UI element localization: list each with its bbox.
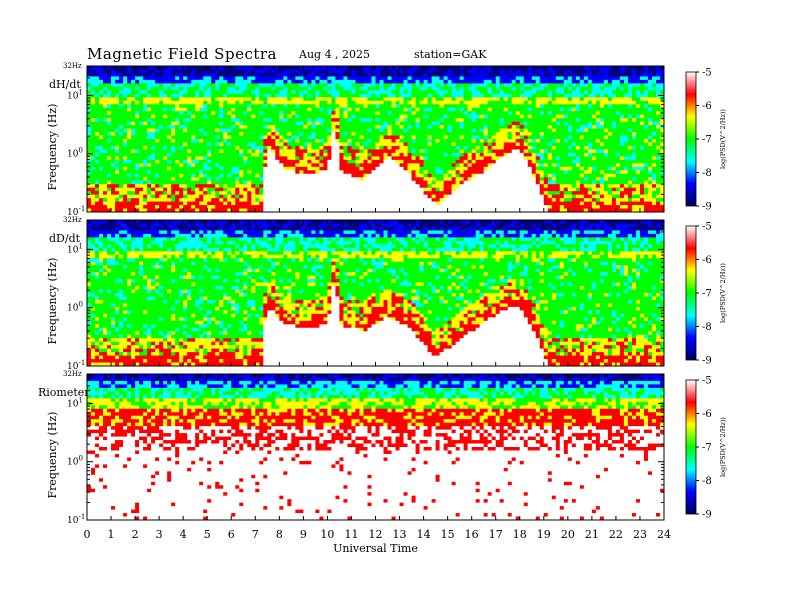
- x-tick-label: 5: [204, 528, 211, 541]
- x-tick-label: 12: [369, 528, 383, 541]
- colorbar-tick-label: -8: [702, 322, 712, 333]
- x-tick-label: 21: [585, 528, 599, 541]
- colorbar: -5 -6 -7 -8 -9 log(PSD(V^2/Hz)): [685, 376, 727, 521]
- x-tick-label: 4: [180, 528, 187, 541]
- x-tick-label: 13: [393, 528, 407, 541]
- x-tick-label: 1: [108, 528, 115, 541]
- y-tick-exponent: -1: [78, 359, 85, 367]
- y-tick-label: 100: [67, 455, 83, 468]
- x-tick-label: 6: [228, 528, 235, 541]
- x-tick-label: 22: [609, 528, 623, 541]
- y-tick-exponent: -1: [78, 205, 85, 213]
- x-tick-label: 17: [489, 528, 503, 541]
- colorbar-tick-label: -8: [702, 476, 712, 487]
- y-top-label: 32Hz: [63, 216, 82, 224]
- x-tick-label: 16: [465, 528, 479, 541]
- y-tick-exponent: 0: [78, 301, 82, 309]
- colorbar-tick-label: -7: [702, 289, 712, 300]
- x-tick-label: 19: [537, 528, 551, 541]
- y-top-label: 32Hz: [63, 370, 82, 378]
- x-tick-label: 20: [561, 528, 575, 541]
- x-tick-label: 11: [344, 528, 358, 541]
- spectrogram-image: [87, 374, 665, 521]
- x-tick-label: 2: [132, 528, 139, 541]
- colorbar-tick-label: -7: [702, 443, 712, 454]
- colorbar: -5 -6 -7 -8 -9 log(PSD(V^2/Hz)): [685, 68, 727, 213]
- colorbar-tick-label: -5: [702, 68, 712, 79]
- y-tick-label: 100: [67, 301, 83, 314]
- x-tick-label: 3: [156, 528, 163, 541]
- colorbar-gradient: [685, 225, 697, 361]
- y-tick-label: 10-1: [67, 513, 85, 526]
- page-title: Magnetic Field Spectra: [87, 45, 277, 63]
- x-tick-label: 0: [84, 528, 91, 541]
- x-tick-label: 24: [657, 528, 671, 541]
- colorbar-tick-label: -9: [702, 510, 712, 521]
- y-tick-exponent: -1: [78, 513, 85, 521]
- colorbar-label: log(PSD(V^2/Hz)): [719, 417, 727, 477]
- x-tick-label: 15: [441, 528, 455, 541]
- colorbar-tick-label: -5: [702, 376, 712, 387]
- x-tick-label: 10: [320, 528, 334, 541]
- y-axis-title: Frequency (Hz): [46, 104, 59, 191]
- colorbar-gradient: [685, 71, 697, 207]
- y-tick-exponent: 1: [78, 88, 82, 96]
- colorbar: -5 -6 -7 -8 -9 log(PSD(V^2/Hz)): [685, 222, 727, 367]
- panel-label: dD/dt: [49, 232, 81, 245]
- y-tick-exponent: 0: [78, 147, 82, 155]
- y-tick-exponent: 1: [78, 242, 82, 250]
- y-tick-label: 100: [67, 147, 83, 160]
- x-tick-label: 8: [276, 528, 283, 541]
- y-top-label: 32Hz: [63, 62, 82, 70]
- colorbar-tick-label: -9: [702, 202, 712, 213]
- x-tick-label: 18: [513, 528, 527, 541]
- y-tick-exponent: 1: [78, 396, 82, 404]
- spectrogram-image: [87, 66, 665, 213]
- date-label: Aug 4 , 2025: [299, 48, 371, 61]
- x-tick-label: 14: [417, 528, 431, 541]
- y-tick-exponent: 0: [78, 455, 82, 463]
- colorbar-tick-label: -5: [702, 222, 712, 233]
- x-axis-title: Universal Time: [333, 542, 418, 555]
- colorbar-label: log(PSD(V^2/Hz)): [719, 109, 727, 169]
- colorbar-tick-label: -6: [702, 101, 712, 112]
- panel-label: Riometer: [38, 386, 90, 399]
- station-label: station=GAK: [414, 48, 487, 61]
- x-tick-label: 7: [252, 528, 259, 541]
- colorbar-tick-label: -9: [702, 356, 712, 367]
- colorbar-tick-label: -6: [702, 409, 712, 420]
- colorbar-label: log(PSD(V^2/Hz)): [719, 263, 727, 323]
- y-axis-title: Frequency (Hz): [46, 412, 59, 499]
- colorbar-tick-label: -7: [702, 135, 712, 146]
- colorbar-gradient: [685, 379, 697, 515]
- spectrogram-image: [87, 220, 665, 367]
- y-axis-title: Frequency (Hz): [46, 258, 59, 345]
- colorbar-tick-label: -6: [702, 255, 712, 266]
- x-tick-label: 23: [633, 528, 647, 541]
- colorbar-tick-label: -8: [702, 168, 712, 179]
- x-tick-label: 9: [300, 528, 307, 541]
- panel-label: dH/dt: [49, 78, 81, 91]
